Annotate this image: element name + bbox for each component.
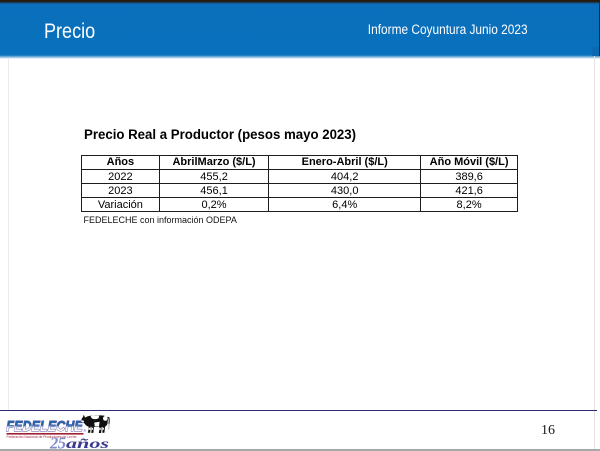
svg-text:años: años bbox=[66, 436, 109, 451]
svg-text:25: 25 bbox=[49, 434, 66, 451]
svg-text:Federación Nacional de Product: Federación Nacional de Productores de Le… bbox=[7, 435, 77, 439]
svg-text:®: ® bbox=[84, 429, 87, 433]
svg-text:FEDELECHE: FEDELECHE bbox=[6, 418, 83, 435]
